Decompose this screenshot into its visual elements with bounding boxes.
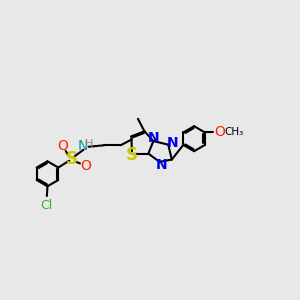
Text: O: O xyxy=(57,139,68,152)
Text: H: H xyxy=(84,140,93,149)
Text: O: O xyxy=(80,159,91,173)
Text: Cl: Cl xyxy=(41,199,53,212)
Text: N: N xyxy=(77,139,88,153)
Text: S: S xyxy=(125,146,137,164)
Text: N: N xyxy=(167,136,178,150)
Text: O: O xyxy=(214,125,225,139)
Text: CH₃: CH₃ xyxy=(224,127,244,137)
Text: N: N xyxy=(156,158,167,172)
Text: N: N xyxy=(148,130,159,145)
Text: S: S xyxy=(66,150,78,168)
